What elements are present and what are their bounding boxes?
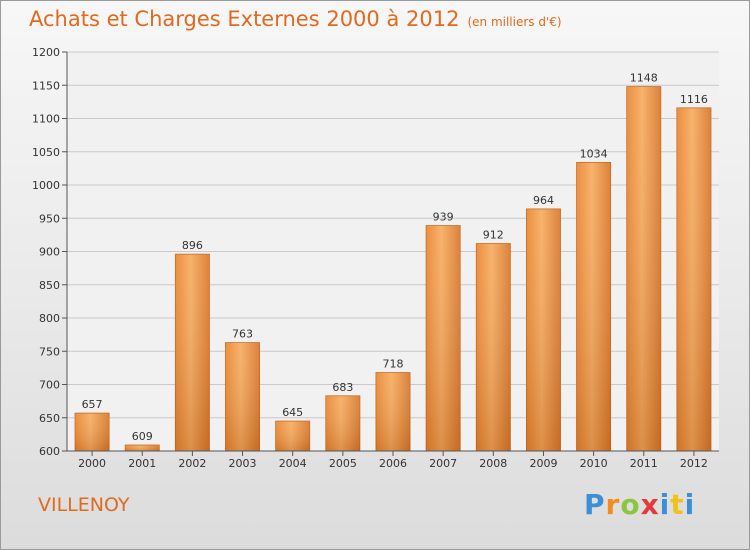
logo-letter: o xyxy=(620,488,641,521)
bar-shade xyxy=(476,243,511,451)
bar-shade xyxy=(375,372,411,451)
city-label: VILLENOY xyxy=(38,494,130,516)
bar-shade xyxy=(275,421,310,451)
bar-value-label: 657 xyxy=(82,398,103,411)
y-tick-label: 650 xyxy=(39,412,60,425)
x-tick-label: 2007 xyxy=(429,457,457,470)
logo-letter: i xyxy=(659,488,671,521)
chart-title-text: Achats et Charges Externes 2000 à 2012 xyxy=(29,7,460,31)
logo-letter: i xyxy=(684,488,696,521)
bar-shade xyxy=(626,86,661,451)
bar-shade xyxy=(676,107,711,452)
y-tick-label: 600 xyxy=(39,445,60,458)
bar-value-label: 896 xyxy=(182,239,203,252)
y-tick-label: 900 xyxy=(39,246,60,259)
bar-layer: 657 609 896 763 645 683 718 939 912 964 1034 1148 11… xyxy=(74,72,712,452)
y-tick-label: 1200 xyxy=(32,46,60,59)
logo-letter: P xyxy=(584,488,606,521)
x-tick-label: 2011 xyxy=(630,457,658,470)
bar-value-label: 964 xyxy=(533,194,554,207)
bar-value-label: 683 xyxy=(332,381,353,394)
logo-letter: t xyxy=(670,488,685,521)
bar-shade xyxy=(325,395,360,451)
bar-shade xyxy=(75,413,110,451)
x-tick-label: 2008 xyxy=(479,457,507,470)
x-tick-label: 2010 xyxy=(580,457,608,470)
y-tick-label: 800 xyxy=(39,312,60,325)
x-tick-label: 2012 xyxy=(680,457,708,470)
bar-value-label: 1116 xyxy=(680,93,708,106)
bar-shade xyxy=(175,254,210,451)
y-tick-label: 700 xyxy=(39,379,60,392)
bar-value-label: 718 xyxy=(383,358,404,371)
bar-value-label: 1148 xyxy=(630,72,658,85)
bar-shade xyxy=(225,342,260,451)
logo-letter: r xyxy=(605,488,621,521)
x-tick-label: 2003 xyxy=(229,457,257,470)
y-tick-label: 1150 xyxy=(32,79,60,92)
x-tick-label: 2001 xyxy=(128,457,156,470)
logo-letter: x xyxy=(640,488,660,521)
bar-value-label: 939 xyxy=(433,211,454,224)
x-tick-label: 2000 xyxy=(78,457,106,470)
bar-shade xyxy=(426,225,461,451)
y-tick-label: 1000 xyxy=(32,179,60,192)
bar-value-label: 763 xyxy=(232,328,253,341)
axis-layer: 600 650 700 750 800 850 900 950 1000 1050 1100 1150… xyxy=(32,46,719,470)
y-tick-label: 1100 xyxy=(32,113,60,126)
bar-value-label: 609 xyxy=(132,430,153,443)
bar-value-label: 1034 xyxy=(580,147,608,160)
bar-shade xyxy=(125,445,160,451)
bar-shade xyxy=(576,162,611,451)
x-tick-label: 2009 xyxy=(529,457,557,470)
y-tick-label: 950 xyxy=(39,212,60,225)
bar-value-label: 645 xyxy=(282,406,303,419)
y-tick-label: 750 xyxy=(39,345,60,358)
proxiti-logo: Proxiti xyxy=(584,488,695,521)
x-tick-label: 2004 xyxy=(279,457,307,470)
x-tick-label: 2005 xyxy=(329,457,357,470)
chart-title: Achats et Charges Externes 2000 à 2012 (e… xyxy=(29,7,562,31)
bar-value-label: 912 xyxy=(483,229,504,242)
bar-shade xyxy=(526,208,561,451)
x-tick-label: 2006 xyxy=(379,457,407,470)
x-tick-label: 2002 xyxy=(178,457,206,470)
y-tick-label: 1050 xyxy=(32,146,60,159)
y-tick-label: 850 xyxy=(39,279,60,292)
chart-subtitle: (en milliers d'€) xyxy=(467,15,562,29)
